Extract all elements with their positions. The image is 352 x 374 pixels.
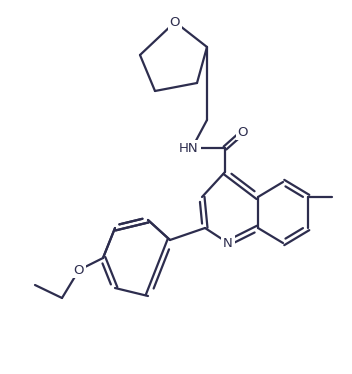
Text: HN: HN — [179, 141, 199, 154]
Text: N: N — [223, 236, 233, 249]
Text: O: O — [170, 15, 180, 28]
Text: O: O — [238, 126, 248, 138]
Text: O: O — [74, 264, 84, 276]
